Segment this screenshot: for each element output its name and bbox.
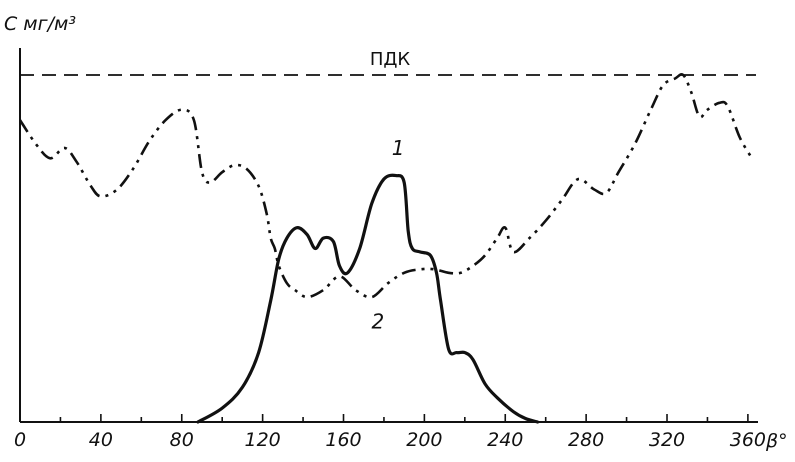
x-tick-label: 40 bbox=[89, 429, 113, 451]
series-1-label: 1 bbox=[392, 136, 405, 160]
pdk-reference-label: ПДК bbox=[370, 49, 411, 70]
x-tick-label: 200 bbox=[406, 429, 442, 451]
x-tick-label: 160 bbox=[325, 429, 361, 451]
x-tick-label: 240 bbox=[487, 429, 523, 451]
x-tick-label: 360 bbox=[730, 429, 766, 451]
x-tick-label: 320 bbox=[649, 429, 685, 451]
y-axis-label: C мг/м³ bbox=[4, 13, 76, 35]
x-tick-label: 80 bbox=[170, 429, 194, 451]
series-1-line bbox=[196, 173, 540, 424]
series-2-label: 2 bbox=[372, 309, 385, 333]
x-axis-label: β° bbox=[765, 430, 788, 452]
x-tick-label: 280 bbox=[568, 429, 604, 451]
x-tick-label: 0 bbox=[14, 429, 26, 451]
x-ticks: 0 40 80 120 160 200 240 280 320 360 bbox=[14, 414, 766, 451]
series-group: 12 bbox=[18, 73, 754, 424]
reference-group: ПДК bbox=[20, 49, 756, 76]
series-2-line bbox=[18, 73, 754, 299]
axes: C мг/м³ β° bbox=[4, 13, 788, 452]
x-tick-label: 120 bbox=[244, 429, 280, 451]
